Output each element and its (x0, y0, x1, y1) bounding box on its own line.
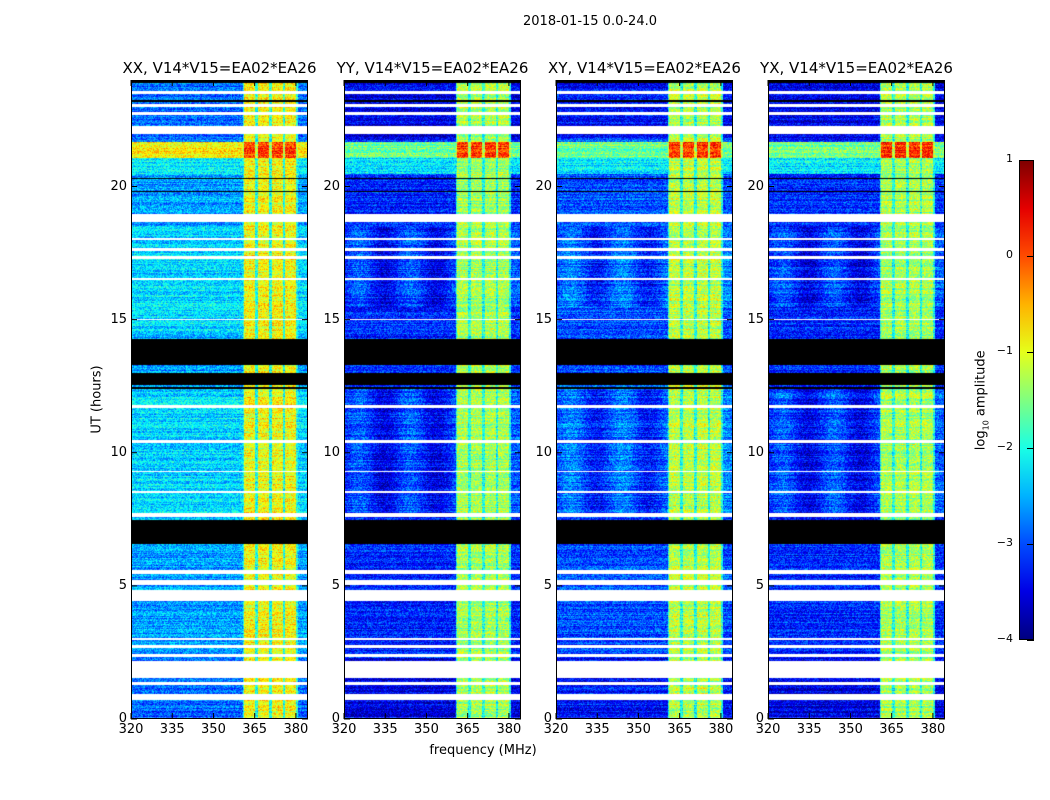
x-tick-label: 380 (496, 722, 522, 737)
colorbar (1019, 160, 1034, 640)
x-tick-label: 380 (920, 722, 946, 737)
colorbar-label-rest: amplitude (973, 350, 989, 421)
x-tick-label: 365 (455, 722, 481, 737)
colorbar-tick-label: −2 (996, 440, 1013, 453)
y-tick-label: 15 (535, 311, 552, 327)
axes-frame (767, 80, 945, 720)
x-tick-label: 380 (283, 722, 309, 737)
y-tick-label: 15 (323, 311, 340, 327)
colorbar-tick-mark (1027, 160, 1034, 161)
figure-title: 2018-01-15 0.0-24.0 (523, 14, 657, 29)
y-tick-label: 15 (110, 311, 127, 327)
y-tick-label: 5 (543, 577, 552, 593)
x-tick-label: 380 (708, 722, 734, 737)
y-tick-label: 0 (118, 711, 127, 726)
y-tick-label: 5 (331, 577, 340, 593)
y-tick-label: 0 (755, 711, 764, 726)
colorbar-tick-label: 0 (1006, 248, 1013, 261)
colorbar-tick-mark (1027, 544, 1034, 545)
x-tick-label: 350 (838, 722, 863, 737)
y-tick-label: 10 (323, 444, 340, 460)
x-tick-label: 365 (879, 722, 905, 737)
x-tick-label: 335 (796, 722, 822, 737)
x-tick-label: 335 (372, 722, 398, 737)
x-axis-label: frequency (MHz) (429, 743, 537, 758)
panel-title: XY, V14*V15=EA02*EA26 (548, 59, 741, 77)
axes-frame (130, 80, 308, 720)
colorbar-tick-label: −3 (996, 536, 1013, 549)
y-tick-label: 20 (323, 178, 340, 194)
heatmap-image (768, 80, 945, 719)
heatmap-image (556, 80, 733, 719)
y-tick-label: 5 (118, 577, 127, 593)
y-tick-label: 5 (755, 577, 764, 593)
y-axis-label: UT (hours) (89, 365, 105, 434)
colorbar-tick-mark (1027, 256, 1034, 257)
axes-frame (555, 80, 733, 720)
colorbar-tick-label: −4 (996, 632, 1013, 645)
heatmap-image (344, 80, 521, 719)
spectrogram-panel-0 (130, 80, 308, 720)
x-tick-label: 320 (755, 722, 781, 737)
axes-frame (343, 80, 521, 720)
y-tick-label: 10 (535, 444, 552, 460)
y-tick-label: 15 (747, 311, 764, 327)
colorbar-tick-label: −1 (996, 344, 1013, 357)
x-tick-label: 365 (667, 722, 693, 737)
x-tick-label: 335 (159, 722, 185, 737)
x-tick-label: 320 (331, 722, 357, 737)
x-tick-label: 365 (242, 722, 268, 737)
x-tick-label: 335 (584, 722, 610, 737)
y-tick-label: 10 (747, 444, 764, 460)
y-tick-label: 20 (110, 178, 127, 194)
y-tick-label: 0 (331, 711, 340, 726)
x-tick-label: 350 (626, 722, 651, 737)
x-tick-label: 320 (543, 722, 569, 737)
spectrogram-panel-3 (767, 80, 945, 720)
y-tick-label: 20 (747, 178, 764, 194)
spectrogram-panel-2 (555, 80, 733, 720)
panel-title: XX, V14*V15=EA02*EA26 (122, 59, 317, 77)
y-tick-label: 10 (110, 444, 127, 460)
y-tick-label: 20 (535, 178, 552, 194)
x-tick-label: 320 (118, 722, 144, 737)
colorbar-label-sub: 10 (981, 420, 991, 431)
x-tick-label: 350 (414, 722, 439, 737)
colorbar-tick-mark (1027, 640, 1034, 641)
panel-title: YX, V14*V15=EA02*EA26 (760, 59, 953, 77)
colorbar-tick-mark (1027, 352, 1034, 353)
colorbar-tick-label: 1 (1006, 152, 1013, 165)
spectrogram-panel-1 (343, 80, 521, 720)
y-tick-label: 0 (543, 711, 552, 726)
heatmap-image (131, 80, 308, 719)
x-tick-label: 350 (201, 722, 226, 737)
panel-title: YY, V14*V15=EA02*EA26 (336, 59, 529, 77)
colorbar-tick-mark (1027, 448, 1034, 449)
